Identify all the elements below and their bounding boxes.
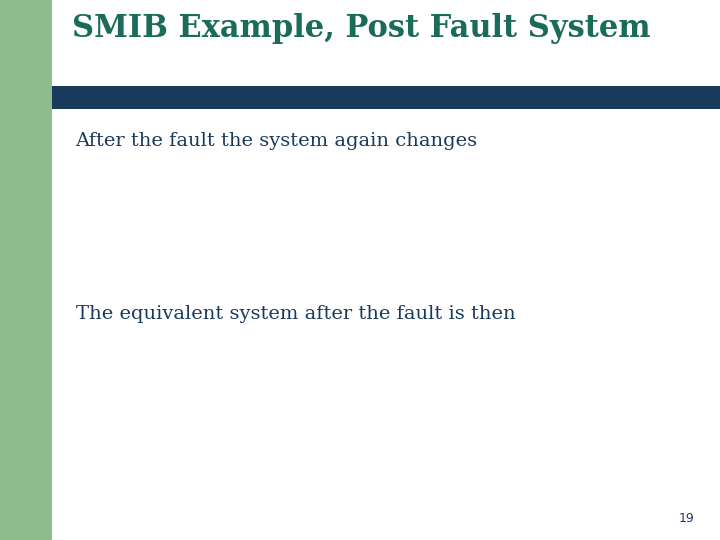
Text: The equivalent system after the fault is then: The equivalent system after the fault is… bbox=[76, 305, 516, 323]
FancyBboxPatch shape bbox=[52, 86, 720, 109]
Text: 19: 19 bbox=[679, 512, 695, 525]
Text: SMIB Example, Post Fault System: SMIB Example, Post Fault System bbox=[72, 14, 651, 44]
Text: After the fault the system again changes: After the fault the system again changes bbox=[76, 132, 478, 150]
FancyBboxPatch shape bbox=[0, 0, 52, 540]
